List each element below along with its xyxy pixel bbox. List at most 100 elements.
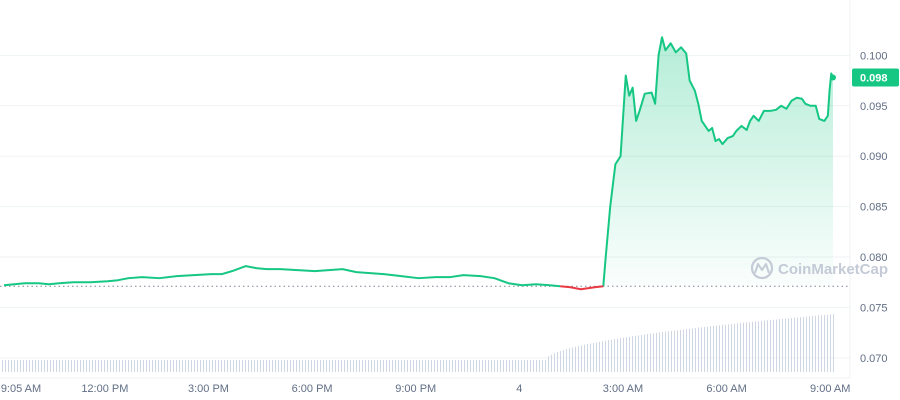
volume-bar bbox=[278, 360, 279, 372]
volume-bar bbox=[110, 360, 111, 372]
volume-bar bbox=[266, 360, 267, 372]
volume-bar bbox=[524, 360, 525, 372]
volume-bar bbox=[323, 360, 324, 372]
volume-bar bbox=[314, 360, 315, 372]
volume-bar bbox=[401, 360, 402, 372]
volume-bar bbox=[170, 360, 171, 372]
volume-bar bbox=[623, 337, 624, 372]
volume-bar bbox=[830, 314, 831, 372]
volume-bar bbox=[80, 360, 81, 372]
volume-bar bbox=[767, 320, 768, 372]
volume-bar bbox=[581, 345, 582, 372]
volume-bar bbox=[251, 360, 252, 372]
volume-bar bbox=[485, 360, 486, 372]
volume-bar bbox=[677, 330, 678, 372]
volume-bar bbox=[788, 318, 789, 372]
volume-bar bbox=[722, 324, 723, 372]
volume-bar bbox=[611, 339, 612, 372]
volume-bar bbox=[509, 360, 510, 372]
volume-bar bbox=[23, 360, 24, 372]
x-tick-label: 9:00 PM bbox=[395, 383, 436, 395]
volume-bar bbox=[668, 331, 669, 372]
volume-bar bbox=[689, 328, 690, 372]
x-tick-label: 6:00 PM bbox=[292, 383, 333, 395]
volume-bar bbox=[317, 360, 318, 372]
volume-bar bbox=[674, 330, 675, 372]
volume-bar bbox=[137, 360, 138, 372]
volume-bar bbox=[470, 360, 471, 372]
volume-bar bbox=[740, 323, 741, 372]
volume-bar bbox=[230, 360, 231, 372]
volume-bar bbox=[749, 322, 750, 372]
volume-bar bbox=[812, 316, 813, 372]
volume-bar bbox=[803, 316, 804, 372]
volume-bar bbox=[728, 324, 729, 372]
volume-bar bbox=[449, 360, 450, 372]
volume-bar bbox=[431, 360, 432, 372]
volume-bar bbox=[755, 321, 756, 372]
volume-bar bbox=[281, 360, 282, 372]
volume-bar bbox=[683, 329, 684, 372]
volume-bar bbox=[311, 360, 312, 372]
volume-bar bbox=[374, 360, 375, 372]
volume-bar bbox=[86, 360, 87, 372]
volume-bar bbox=[563, 350, 564, 372]
volume-bar bbox=[98, 360, 99, 372]
volume-bar bbox=[530, 360, 531, 372]
coinmarketcap-watermark: CoinMarketCap bbox=[750, 256, 888, 280]
volume-bar bbox=[818, 315, 819, 372]
volume-bar bbox=[761, 320, 762, 372]
volume-bar bbox=[275, 360, 276, 372]
volume-bar bbox=[734, 323, 735, 372]
x-tick-label: 3:00 AM bbox=[603, 383, 643, 395]
volume-bar bbox=[686, 329, 687, 372]
volume-bar bbox=[248, 360, 249, 372]
current-price-badge-bg bbox=[852, 68, 899, 87]
volume-bar bbox=[392, 360, 393, 372]
volume-bar bbox=[752, 321, 753, 372]
volume-bar bbox=[434, 360, 435, 372]
volume-bar bbox=[155, 360, 156, 372]
volume-bar bbox=[770, 319, 771, 372]
volume-bar bbox=[47, 360, 48, 372]
volume-bar bbox=[179, 360, 180, 372]
volume-bar bbox=[203, 360, 204, 372]
volume-bar bbox=[743, 322, 744, 372]
volume-bar bbox=[215, 360, 216, 372]
volume-bar bbox=[599, 341, 600, 372]
volume-bar bbox=[410, 360, 411, 372]
volume-bar bbox=[443, 360, 444, 372]
volume-bar bbox=[698, 327, 699, 372]
volume-bar bbox=[707, 326, 708, 372]
y-tick-label: 0.085 bbox=[860, 202, 888, 214]
volume-bar bbox=[779, 319, 780, 372]
volume-bar bbox=[263, 360, 264, 372]
volume-bar bbox=[458, 360, 459, 372]
volume-bar bbox=[71, 360, 72, 372]
coinmarketcap-logo-mark bbox=[754, 263, 770, 274]
volume-bar bbox=[140, 360, 141, 372]
volume-bar bbox=[827, 314, 828, 372]
volume-bar bbox=[164, 360, 165, 372]
volume-bar bbox=[290, 360, 291, 372]
volume-bar bbox=[704, 326, 705, 372]
volume-bar bbox=[239, 360, 240, 372]
volume-bar bbox=[446, 360, 447, 372]
volume-bar bbox=[176, 360, 177, 372]
volume-bar bbox=[665, 331, 666, 372]
volume-bar bbox=[407, 360, 408, 372]
volume-bar bbox=[299, 360, 300, 372]
volume-bar bbox=[797, 317, 798, 372]
volume-bar bbox=[212, 360, 213, 372]
volume-bar bbox=[119, 360, 120, 372]
volume-bar bbox=[539, 360, 540, 372]
volume-bar bbox=[56, 360, 57, 372]
volume-bar bbox=[461, 360, 462, 372]
volume-bar bbox=[482, 360, 483, 372]
x-tick-label: 3:00 PM bbox=[188, 383, 229, 395]
volume-bar bbox=[368, 360, 369, 372]
volume-bar bbox=[404, 360, 405, 372]
x-tick-label: 9:00 AM bbox=[810, 383, 850, 395]
price-line-up bbox=[3, 36, 834, 288]
